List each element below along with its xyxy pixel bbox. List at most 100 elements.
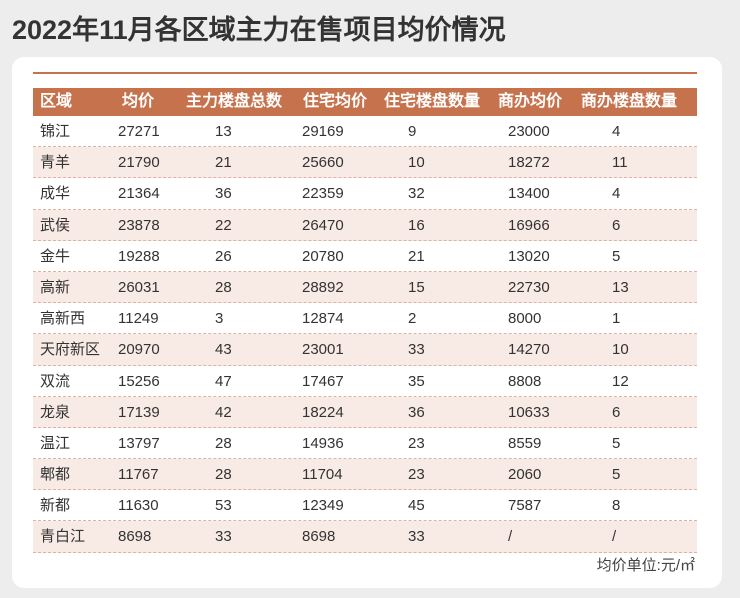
header-avg-price: 均价	[122, 93, 155, 110]
cell-district: 高新	[40, 278, 71, 296]
cell-commercial-count: 1	[612, 310, 621, 328]
cell-main-projects: 53	[215, 497, 232, 515]
table-row: 天府新区 20970 43 23001 33 14270 10	[33, 334, 697, 366]
cell-residential-count: 35	[408, 372, 425, 390]
cell-commercial-price: 7587	[508, 497, 542, 515]
cell-residential-count: 45	[408, 497, 425, 515]
cell-residential-price: 12349	[302, 497, 344, 515]
cell-main-projects: 42	[215, 403, 232, 421]
cell-commercial-price: 22730	[508, 278, 550, 296]
cell-avg-price: 20970	[118, 341, 160, 359]
cell-commercial-price: 8000	[508, 310, 542, 328]
cell-residential-count: 32	[408, 185, 425, 203]
cell-district: 成华	[40, 185, 71, 203]
cell-commercial-count: 6	[612, 216, 621, 234]
cell-main-projects: 28	[215, 434, 232, 452]
cell-main-projects: 26	[215, 247, 232, 265]
cell-avg-price: 26031	[118, 278, 160, 296]
cell-residential-price: 14936	[302, 434, 344, 452]
cell-avg-price: 11249	[118, 310, 159, 328]
cell-residential-price: 22359	[302, 185, 344, 203]
cell-commercial-price: 8808	[508, 372, 542, 390]
cell-main-projects: 13	[215, 123, 232, 140]
cell-commercial-count: 5	[612, 434, 621, 452]
cell-commercial-count: 5	[612, 466, 621, 484]
cell-commercial-price: 18272	[508, 154, 550, 172]
cell-main-projects: 28	[215, 466, 232, 484]
cell-residential-price: 28892	[302, 278, 344, 296]
cell-main-projects: 33	[215, 528, 232, 546]
cell-residential-price: 18224	[302, 403, 344, 421]
table-row: 锦江 27271 13 29169 9 23000 4	[33, 116, 697, 148]
cell-commercial-price: 8559	[508, 434, 542, 452]
cell-commercial-price: 13020	[508, 247, 550, 265]
cell-residential-price: 26470	[302, 216, 344, 234]
cell-residential-price: 8698	[302, 528, 336, 546]
cell-residential-count: 16	[408, 216, 425, 234]
cell-commercial-count: 11	[612, 154, 628, 172]
cell-residential-price: 12874	[302, 310, 344, 328]
cell-main-projects: 21	[215, 154, 232, 172]
table-row: 高新西 11249 3 12874 2 8000 1	[33, 303, 697, 335]
unit-note: 均价单位:元/㎡	[596, 557, 695, 574]
cell-district: 龙泉	[40, 403, 71, 421]
cell-district: 青白江	[40, 528, 86, 546]
cell-commercial-count: 10	[612, 341, 629, 359]
cell-avg-price: 21364	[118, 185, 160, 203]
page-title: 2022年11月各区域主力在售项目均价情况	[12, 15, 506, 45]
cell-commercial-count: 13	[612, 278, 629, 296]
cell-district: 武侯	[40, 216, 71, 234]
header-main-projects: 主力楼盘总数	[186, 93, 283, 110]
header-residential-price: 住宅均价	[303, 93, 368, 110]
cell-avg-price: 21790	[118, 154, 160, 172]
cell-avg-price: 23878	[118, 216, 160, 234]
cell-commercial-price: 13400	[508, 185, 550, 203]
accent-divider	[33, 72, 697, 74]
table-row: 郫都 11767 28 11704 23 2060 5	[33, 459, 697, 491]
cell-commercial-price: 2060	[508, 466, 542, 484]
table-row: 金牛 19288 26 20780 21 13020 5	[33, 241, 697, 272]
table-row: 青白江 8698 33 8698 33 / /	[33, 521, 697, 553]
cell-residential-count: 15	[408, 278, 425, 296]
cell-district: 温江	[40, 434, 71, 452]
cell-residential-price: 23001	[302, 341, 344, 359]
table-row: 青羊 21790 21 25660 10 18272 11	[33, 147, 697, 179]
cell-district: 青羊	[40, 154, 71, 172]
cell-commercial-count: 6	[612, 403, 621, 421]
cell-residential-price: 20780	[302, 247, 344, 265]
cell-main-projects: 28	[215, 278, 232, 296]
cell-residential-price: 17467	[302, 372, 344, 390]
table-row: 龙泉 17139 42 18224 36 10633 6	[33, 396, 697, 428]
cell-commercial-count: 5	[612, 247, 621, 265]
cell-avg-price: 19288	[118, 247, 160, 265]
cell-commercial-price: /	[508, 528, 513, 546]
cell-avg-price: 17139	[118, 403, 160, 421]
cell-residential-count: 2	[408, 310, 417, 328]
cell-district: 新都	[40, 497, 71, 515]
table-row: 高新 26031 28 28892 15 22730 13	[33, 271, 697, 304]
cell-commercial-count: 4	[612, 123, 621, 140]
header-residential-count: 住宅楼盘数量	[384, 93, 481, 110]
cell-commercial-price: 16966	[508, 216, 550, 234]
cell-main-projects: 36	[215, 185, 232, 203]
cell-commercial-price: 23000	[508, 123, 550, 140]
cell-residential-count: 23	[408, 466, 425, 484]
cell-commercial-count: /	[612, 528, 617, 546]
table-row: 新都 11630 53 12349 45 7587 8	[33, 490, 697, 522]
price-table: 区域 均价 主力楼盘总数 住宅均价 住宅楼盘数量 商办均价 商办楼盘数量 锦江 27271 13…	[33, 88, 697, 553]
cell-commercial-count: 4	[612, 185, 621, 203]
table-row: 成华 21364 36 22359 32 13400 4	[33, 178, 697, 210]
cell-district: 双流	[40, 372, 71, 390]
cell-main-projects: 22	[215, 216, 232, 234]
cell-residential-count: 33	[408, 341, 425, 359]
cell-commercial-count: 8	[612, 497, 621, 515]
cell-avg-price: 8698	[118, 528, 152, 546]
cell-residential-count: 9	[408, 123, 417, 140]
cell-avg-price: 15256	[118, 372, 160, 390]
cell-residential-count: 10	[408, 154, 425, 172]
table-card: 区域 均价 主力楼盘总数 住宅均价 住宅楼盘数量 商办均价 商办楼盘数量 锦江 27271 13…	[12, 57, 722, 588]
cell-district: 锦江	[40, 123, 71, 140]
table-body: 锦江 27271 13 29169 9 23000 4 青羊 21790 21 25660 10 182…	[33, 116, 697, 553]
cell-main-projects: 47	[215, 372, 232, 390]
table-row: 温江 13797 28 14936 23 8559 5	[33, 428, 697, 460]
